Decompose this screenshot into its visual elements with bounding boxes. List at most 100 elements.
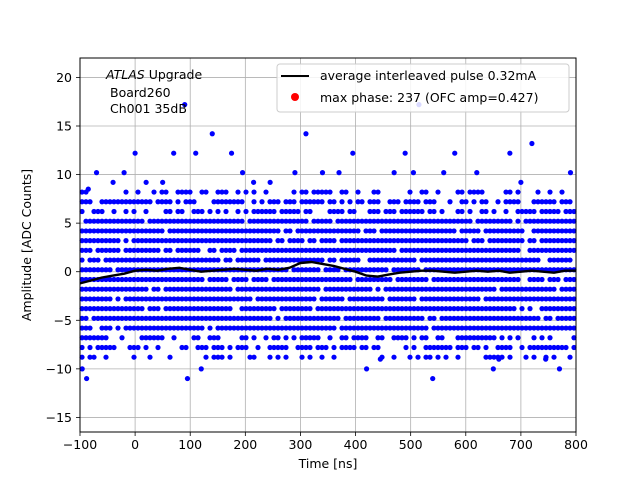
sample-point — [135, 306, 141, 312]
sample-point — [451, 218, 457, 224]
sample-point — [123, 276, 129, 283]
sample-point — [251, 218, 257, 224]
sample-point — [387, 325, 393, 331]
sample-point — [447, 286, 453, 292]
sample-point — [343, 257, 349, 263]
sample-point — [387, 315, 393, 321]
sample-point — [183, 344, 189, 351]
sample-point — [215, 296, 221, 302]
sample-point — [271, 296, 277, 302]
sample-point — [483, 247, 489, 253]
sample-point — [447, 199, 453, 205]
sample-point — [227, 238, 233, 244]
sample-point — [447, 228, 453, 234]
sample-point — [399, 218, 405, 224]
sample-point — [299, 238, 305, 244]
sample-point — [295, 267, 301, 273]
sample-point — [79, 276, 85, 283]
sample-point — [351, 286, 357, 292]
sample-point — [315, 199, 321, 205]
sample-point — [475, 335, 481, 341]
sample-point — [179, 276, 185, 283]
sample-point — [195, 325, 201, 331]
sample-point — [335, 208, 341, 215]
sample-point — [299, 354, 305, 360]
sample-point — [447, 315, 453, 321]
sample-point — [251, 199, 257, 205]
sample-point — [347, 286, 353, 292]
sample-point — [507, 247, 513, 253]
sample-point — [219, 296, 225, 302]
sample-point — [543, 218, 549, 224]
sample-point — [131, 354, 137, 360]
sample-point — [151, 315, 157, 321]
sample-point — [531, 344, 537, 351]
sample-point — [371, 257, 377, 263]
sample-point — [235, 257, 241, 263]
sample-point — [327, 296, 333, 302]
sample-point — [539, 218, 545, 224]
sample-point — [503, 247, 509, 253]
sample-point — [503, 208, 509, 215]
sample-point — [151, 296, 157, 302]
sample-point — [535, 189, 541, 195]
sample-point — [467, 257, 473, 263]
annotation-line-1: ATLAS Upgrade — [105, 67, 202, 82]
sample-point — [175, 189, 181, 195]
sample-point — [515, 296, 521, 302]
sample-point — [415, 325, 421, 331]
sample-point — [403, 276, 409, 283]
sample-point — [163, 218, 169, 224]
sample-point — [191, 228, 197, 234]
sample-point — [167, 315, 173, 321]
sample-point — [211, 257, 217, 263]
sample-point — [307, 344, 313, 351]
sample-point — [503, 344, 509, 351]
sample-point — [351, 247, 357, 253]
sample-point — [555, 344, 561, 351]
sample-point — [543, 228, 549, 234]
sample-point — [207, 228, 213, 234]
sample-point — [391, 335, 397, 341]
sample-point — [263, 257, 269, 263]
sample-point — [547, 315, 553, 321]
sample-point — [239, 325, 245, 331]
sample-point — [275, 315, 281, 321]
sample-point — [383, 208, 389, 215]
sample-point — [403, 296, 409, 302]
sample-point — [123, 228, 129, 234]
sample-point — [79, 335, 85, 341]
sample-point — [127, 296, 133, 302]
sample-point — [183, 286, 189, 292]
sample-point — [451, 296, 457, 302]
sample-point — [267, 208, 273, 215]
sample-point — [95, 208, 101, 215]
sample-point — [115, 325, 121, 331]
sample-point — [275, 344, 281, 351]
sample-point — [267, 286, 273, 292]
sample-point — [383, 218, 389, 224]
sample-point — [399, 276, 405, 283]
sample-point — [307, 199, 313, 205]
sample-point — [155, 325, 161, 331]
sample-point — [167, 218, 173, 224]
sample-point — [163, 189, 169, 195]
sample-point — [331, 247, 337, 253]
sample-point — [139, 276, 145, 283]
sample-point — [483, 335, 489, 341]
sample-point — [195, 238, 201, 244]
sample-point — [319, 344, 325, 351]
sample-point — [539, 344, 545, 351]
sample-point — [563, 247, 569, 253]
sample-point — [527, 247, 533, 253]
sample-point — [219, 306, 225, 312]
sample-point — [567, 354, 573, 360]
sample-point — [395, 257, 401, 263]
sample-point — [475, 189, 481, 195]
sample-point — [359, 247, 365, 253]
sample-point — [459, 218, 465, 224]
sample-point — [407, 286, 413, 292]
sample-point — [79, 247, 85, 253]
sample-point — [203, 315, 209, 321]
sample-point — [351, 325, 357, 331]
